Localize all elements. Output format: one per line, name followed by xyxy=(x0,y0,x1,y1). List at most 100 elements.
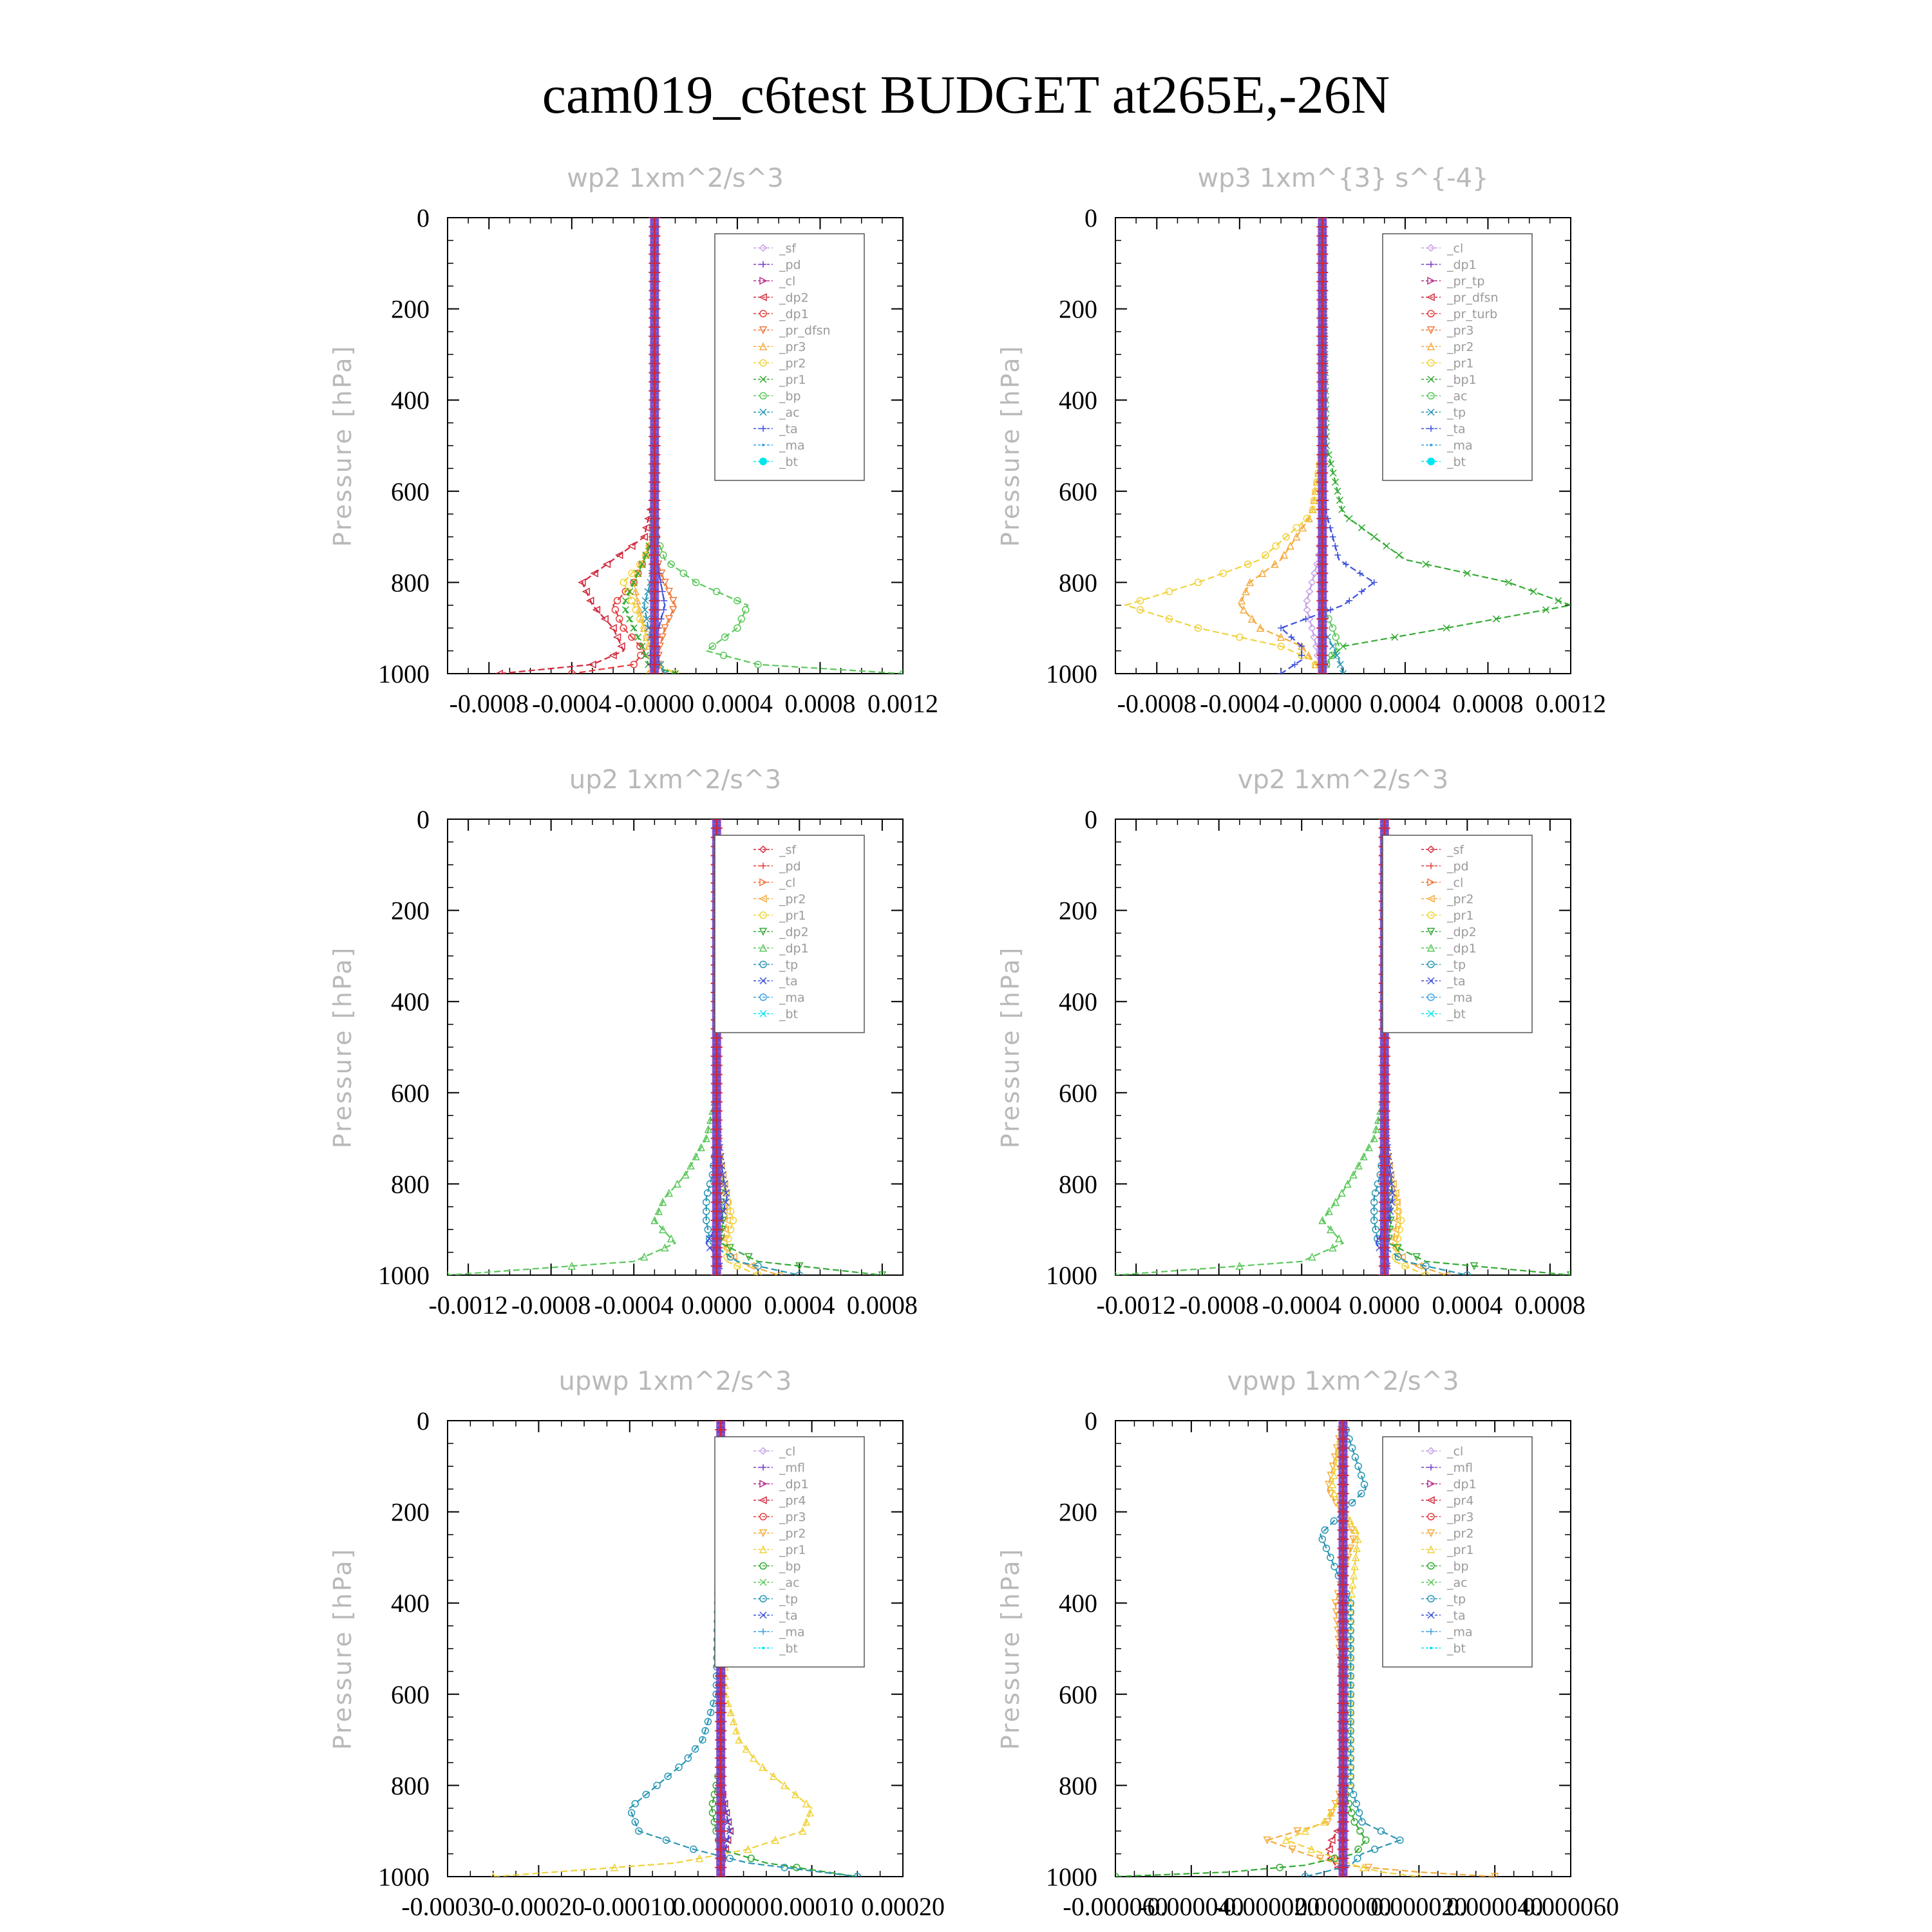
marker-point xyxy=(1335,642,1343,650)
marker-point xyxy=(1388,1180,1396,1188)
marker-point xyxy=(669,606,677,614)
marker-point xyxy=(729,1717,738,1726)
y-axis-label: Pressure [hPa] xyxy=(328,345,357,547)
series-line-bp xyxy=(654,218,903,674)
marker-point xyxy=(695,1854,704,1862)
marker-point xyxy=(679,569,688,577)
marker-point xyxy=(613,596,621,605)
y-tick-label: 400 xyxy=(391,1589,430,1618)
marker-point xyxy=(726,1827,734,1835)
marker-point xyxy=(669,596,677,605)
legend-item: _cl xyxy=(1421,876,1463,890)
marker-point xyxy=(759,457,767,466)
legend-item: _mfl xyxy=(753,1461,805,1475)
y-tick-label: 200 xyxy=(1059,896,1097,925)
marker-point xyxy=(637,651,645,659)
marker-point xyxy=(1390,1225,1399,1234)
marker-point xyxy=(1282,533,1290,541)
y-tick-label: 800 xyxy=(1059,1771,1097,1800)
legend-label: _pr4 xyxy=(779,1494,806,1508)
legend-item: _pr1 xyxy=(753,1543,806,1557)
marker-point xyxy=(1430,444,1432,446)
legend-label: _dp1 xyxy=(779,1477,809,1492)
marker-point xyxy=(1339,670,1347,674)
marker-point xyxy=(630,578,638,586)
x-tick-label: -0.0004 xyxy=(1200,689,1279,718)
marker-point xyxy=(1328,1480,1337,1488)
marker-point xyxy=(1397,1217,1405,1224)
y-tick-label: 400 xyxy=(391,987,430,1016)
marker-point xyxy=(635,605,643,614)
legend-label: _ta xyxy=(1446,974,1466,989)
marker-point xyxy=(634,569,642,577)
marker-point xyxy=(609,623,617,632)
series-line-pr1 xyxy=(622,218,676,674)
marker-point xyxy=(632,606,640,614)
marker-point xyxy=(635,1827,643,1835)
y-axis-label: Pressure [hPa] xyxy=(328,1548,357,1750)
legend-box xyxy=(714,1436,865,1668)
marker-point xyxy=(1346,597,1353,604)
marker-point xyxy=(759,943,768,952)
marker-point xyxy=(1427,392,1435,400)
marker-point xyxy=(795,1271,804,1275)
marker-point xyxy=(1278,670,1285,674)
marker-point xyxy=(754,1271,762,1275)
chart-panel-1: wp2 1xm^2/s^3 Pressure [hPa] 0 200 400 600 800… xyxy=(328,164,938,718)
marker-point xyxy=(1329,533,1336,540)
marker-point xyxy=(1327,606,1334,613)
y-tick-label: 400 xyxy=(1059,987,1097,1016)
marker-point xyxy=(795,1262,804,1271)
chart-panel-6: vpwp 1xm^2/s^3 Pressure [hPa] 0 200 400 600 80… xyxy=(996,1367,1619,1921)
y-tick-label: 600 xyxy=(1059,1079,1097,1108)
x-tick-label: -0.0004 xyxy=(532,689,611,718)
marker-point xyxy=(1247,614,1256,623)
marker-point xyxy=(780,1781,789,1790)
legend-label: _bp1 xyxy=(1446,373,1477,387)
legend-label: _cl xyxy=(779,274,795,289)
y-tick-label: 800 xyxy=(391,1771,430,1800)
legend-box xyxy=(714,233,865,481)
marker-point xyxy=(1302,616,1309,623)
marker-point xyxy=(726,1208,735,1215)
legend-label: _pr_tp xyxy=(1446,274,1484,289)
marker-point xyxy=(633,596,641,605)
marker-point xyxy=(661,597,668,604)
marker-point xyxy=(759,1763,767,1771)
marker-point xyxy=(726,1708,735,1716)
legend-item: _bt xyxy=(753,1642,798,1656)
legend-item: _bt xyxy=(1421,1007,1466,1021)
marker-point xyxy=(1278,625,1285,632)
legend-item: _pr2 xyxy=(753,1527,806,1541)
marker-point xyxy=(675,1763,683,1771)
marker-point xyxy=(1351,1526,1360,1534)
legend-label: _pr_turb xyxy=(1446,307,1497,321)
marker-point xyxy=(1428,862,1434,869)
y-tick-label: 0 xyxy=(417,204,430,232)
legend-label: _pr3 xyxy=(1446,324,1473,338)
marker-point xyxy=(729,1217,737,1224)
marker-point xyxy=(1338,506,1346,513)
marker-point xyxy=(665,615,674,623)
marker-point xyxy=(724,1198,732,1206)
marker-point xyxy=(760,425,766,432)
legend-item: _bp xyxy=(753,390,801,404)
marker-point xyxy=(611,1863,619,1871)
marker-point xyxy=(621,597,629,605)
marker-point xyxy=(1343,1179,1352,1188)
marker-point xyxy=(659,1198,667,1206)
marker-point xyxy=(1427,1010,1435,1018)
marker-point xyxy=(759,276,768,285)
legend-item: _ma xyxy=(1421,991,1473,1005)
marker-point xyxy=(1370,1133,1378,1142)
legend-label: _pr2 xyxy=(779,1527,806,1541)
marker-point xyxy=(1292,532,1301,541)
marker-point xyxy=(701,1727,709,1735)
marker-point xyxy=(1470,1262,1479,1271)
marker-point xyxy=(749,1754,758,1762)
marker-point xyxy=(724,1818,732,1826)
legend-label: _dp1 xyxy=(1446,942,1477,956)
marker-point xyxy=(602,560,611,569)
legend: _sf _pd _cl _pr2 _pr1 _dp2 _dp1 _tp _ta _ma _bt xyxy=(714,835,865,1034)
